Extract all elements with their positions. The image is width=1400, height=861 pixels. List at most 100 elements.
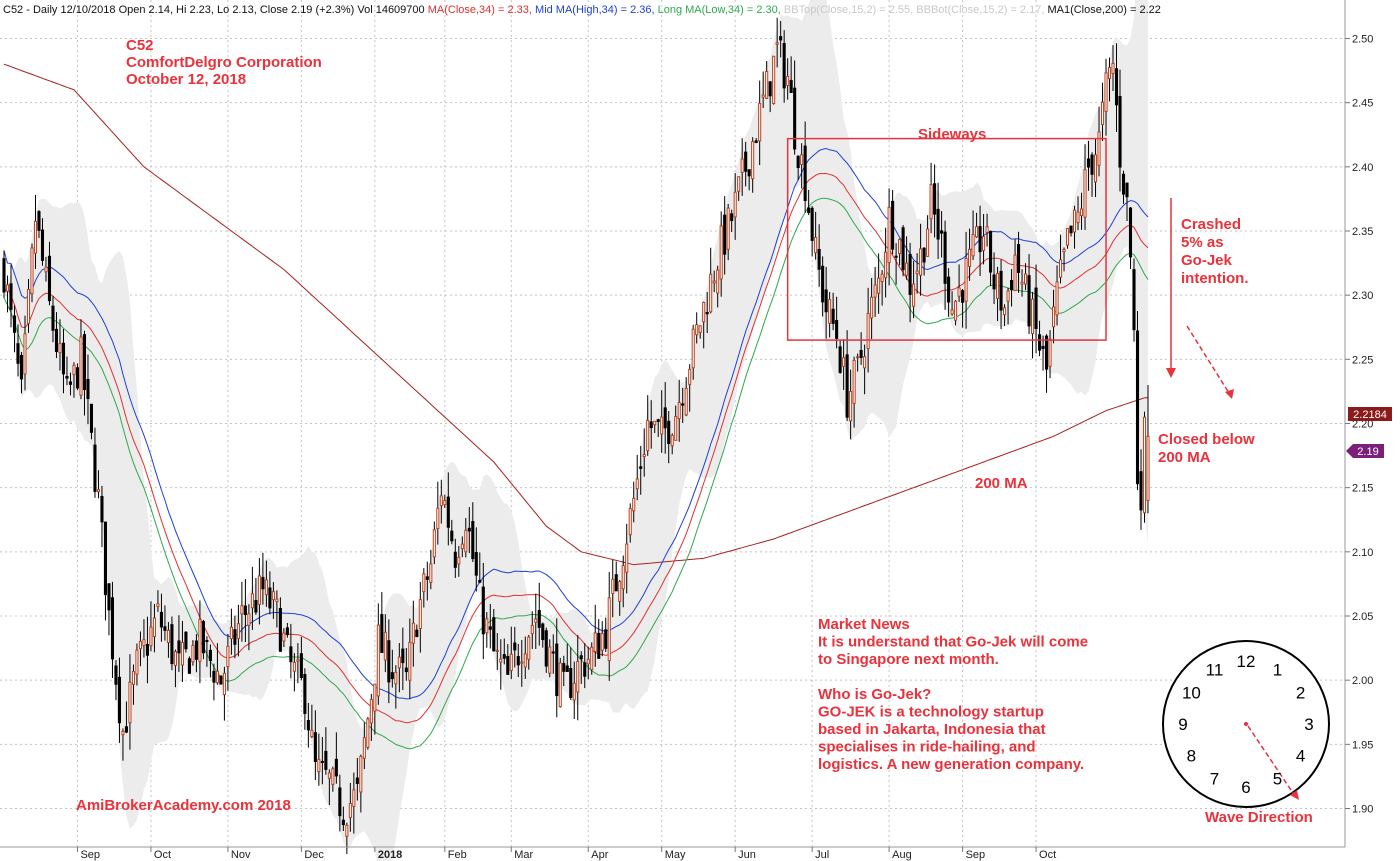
candle <box>1139 449 1143 530</box>
candle-body <box>1044 335 1049 370</box>
candle <box>1132 258 1136 342</box>
candle <box>201 619 205 660</box>
candle <box>887 188 891 286</box>
candle-body <box>450 530 454 542</box>
candle <box>82 330 87 416</box>
y-tick-label: 2.20 <box>1352 419 1373 431</box>
candle-body <box>208 649 212 662</box>
candle-body <box>838 346 842 373</box>
candle <box>54 312 59 359</box>
candle <box>404 647 408 681</box>
candle-body <box>509 653 513 671</box>
candle-body <box>145 644 149 656</box>
candle <box>933 164 937 238</box>
candle-body <box>947 276 951 303</box>
candle-body <box>705 312 709 315</box>
candle <box>744 141 748 187</box>
candle-body <box>796 155 800 168</box>
clock-number: 2 <box>1296 684 1305 703</box>
candle <box>47 241 52 306</box>
candle <box>1027 254 1031 334</box>
candle <box>460 536 464 558</box>
candle-body <box>159 611 163 628</box>
candle <box>905 236 909 280</box>
candle-body <box>86 378 90 400</box>
closed-below-annotation: Closed below 200 MA <box>1158 431 1255 466</box>
candle-body <box>572 682 576 701</box>
candle <box>474 527 478 592</box>
candle-body <box>730 213 734 222</box>
candle <box>908 242 912 323</box>
x-tick-label: Feb <box>448 849 467 861</box>
candle <box>1072 205 1077 249</box>
candle <box>1128 206 1133 270</box>
candle <box>775 17 779 68</box>
candle-body <box>866 313 870 349</box>
candle-body <box>530 624 534 635</box>
candle <box>317 733 321 786</box>
clock-number: 9 <box>1178 715 1187 734</box>
candle <box>61 328 66 394</box>
candle-body <box>1038 334 1042 351</box>
candle <box>929 162 933 234</box>
candle <box>2 250 6 298</box>
candle-body <box>436 507 440 530</box>
title-line-2: ComfortDelgro Corporation <box>126 54 322 71</box>
candle-body <box>684 388 688 416</box>
candle <box>936 182 940 259</box>
candle-body <box>492 617 496 652</box>
candle-body <box>765 71 769 99</box>
candle <box>278 597 282 652</box>
candle <box>751 137 755 193</box>
candle-body <box>114 665 118 685</box>
candle <box>719 211 723 297</box>
candle <box>940 211 944 258</box>
crash-arrow-head <box>1166 368 1176 378</box>
candle-body <box>852 359 856 404</box>
candle-body <box>803 145 807 201</box>
candle-body <box>404 667 408 673</box>
candle <box>135 643 139 686</box>
candle-body <box>369 699 373 724</box>
candle <box>376 603 380 705</box>
candle-body <box>373 683 377 712</box>
candle <box>488 603 492 649</box>
candle-body <box>989 230 993 273</box>
candle <box>79 319 83 400</box>
candle-body <box>884 251 888 279</box>
candle <box>1107 57 1112 102</box>
candle-body <box>219 675 223 685</box>
candle-body <box>758 102 762 142</box>
ma34-high-line <box>3 147 1149 700</box>
candle-body <box>233 629 237 645</box>
candle <box>663 382 667 454</box>
candle-body <box>278 607 282 652</box>
candle <box>345 822 349 855</box>
candle <box>65 356 69 386</box>
candle <box>709 247 713 314</box>
y-tick-label: 2.30 <box>1352 290 1373 302</box>
candle <box>198 600 202 684</box>
candle-body <box>282 632 286 642</box>
y-tick-label: 2.40 <box>1352 162 1373 174</box>
y-tick-label: 2.50 <box>1352 34 1373 46</box>
candle <box>282 628 286 648</box>
candle <box>89 403 94 440</box>
candle-body <box>520 661 524 664</box>
candle-body <box>835 320 839 339</box>
candle <box>870 278 874 340</box>
candle <box>170 616 174 671</box>
candle-body <box>478 580 482 583</box>
candle-body <box>1132 269 1136 331</box>
candle <box>156 590 160 612</box>
candle <box>418 581 422 653</box>
clock-number: 4 <box>1296 747 1305 766</box>
candle-body <box>107 583 111 611</box>
candle <box>894 243 898 285</box>
x-tick-label: May <box>665 849 686 861</box>
candle-body <box>961 290 965 303</box>
x-tick-label: Oct <box>1039 849 1056 861</box>
candle-body <box>877 277 881 294</box>
candle <box>324 727 328 775</box>
candle <box>555 618 559 718</box>
